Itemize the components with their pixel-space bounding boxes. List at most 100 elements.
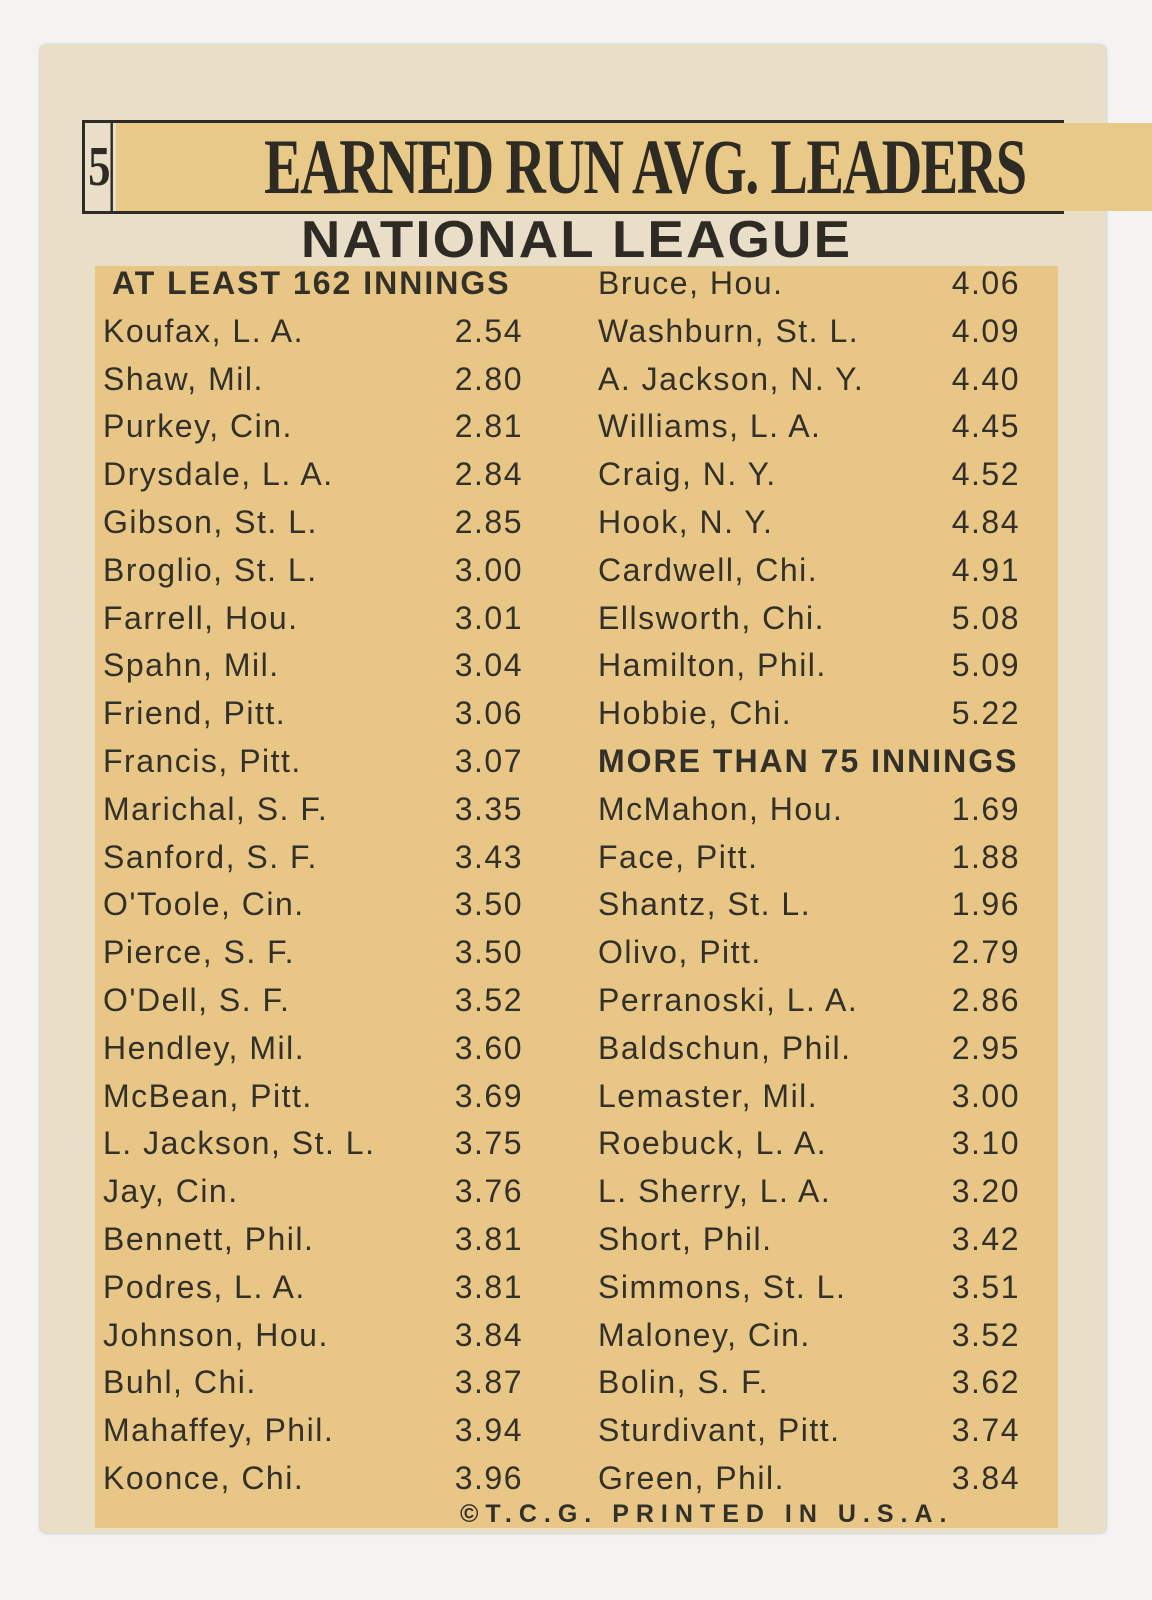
era-value: 2.79 xyxy=(951,934,1020,971)
era-value: 3.96 xyxy=(454,1460,523,1496)
pitcher-name: Koonce, Chi. xyxy=(103,1460,305,1496)
era-value: 3.60 xyxy=(454,1029,523,1066)
pitcher-name: Shaw, Mil. xyxy=(103,360,264,397)
league-heading: NATIONAL LEAGUE xyxy=(300,211,852,269)
era-value: 4.06 xyxy=(951,265,1020,301)
era-value: 3.52 xyxy=(454,982,523,1018)
pitcher-name: Johnson, Hou. xyxy=(103,1316,329,1353)
pitcher-name: Olivo, Pitt. xyxy=(598,934,762,971)
pitcher-name: Simmons, St. L. xyxy=(598,1268,847,1305)
pitcher-name: Farrell, Hou. xyxy=(103,599,299,636)
era-value: 3.52 xyxy=(951,1316,1020,1353)
pitcher-name: Francis, Pitt. xyxy=(103,743,302,779)
pitcher-name: Buhl, Chi. xyxy=(103,1364,257,1401)
pitcher-name: Purkey, Cin. xyxy=(103,408,293,445)
era-value: 4.91 xyxy=(951,551,1020,588)
era-value: 3.04 xyxy=(454,647,523,684)
pitcher-name: Spahn, Mil. xyxy=(103,647,280,684)
pitcher-name: Shantz, St. L. xyxy=(598,886,812,923)
pitcher-name: Bennett, Phil. xyxy=(103,1221,315,1257)
era-value: 4.40 xyxy=(951,360,1020,397)
era-value: 3.20 xyxy=(951,1173,1020,1210)
copyright-footer: ©T.C.G. PRINTED IN U.S.A. xyxy=(460,1500,954,1528)
era-value: 3.50 xyxy=(454,934,523,971)
era-value: 2.95 xyxy=(951,1029,1020,1066)
stats-panel xyxy=(95,266,1058,1528)
pitcher-name: Maloney, Cin. xyxy=(598,1316,811,1353)
pitcher-name: Podres, L. A. xyxy=(103,1268,306,1305)
pitcher-name: Craig, N. Y. xyxy=(598,456,777,493)
era-value: 4.84 xyxy=(951,504,1020,540)
pitcher-name: McMahon, Hou. xyxy=(598,790,844,827)
pitcher-name: Baldschun, Phil. xyxy=(598,1029,852,1066)
era-value: 3.35 xyxy=(454,790,523,827)
card-title: EARNED RUN AVG. LEADERS xyxy=(264,123,1027,210)
era-value: 2.54 xyxy=(454,312,523,349)
pitcher-name: Roebuck, L. A. xyxy=(598,1125,828,1162)
era-value: 3.62 xyxy=(951,1364,1020,1401)
pitcher-name: Pierce, S. F. xyxy=(103,934,295,971)
era-value: 1.69 xyxy=(951,790,1020,827)
era-value: 4.45 xyxy=(951,408,1020,445)
era-value: 3.42 xyxy=(951,1221,1020,1257)
pitcher-name: Cardwell, Chi. xyxy=(598,551,819,588)
era-value: 3.84 xyxy=(951,1460,1020,1496)
era-value: 3.00 xyxy=(454,551,523,588)
pitcher-name: A. Jackson, N. Y. xyxy=(598,360,865,397)
era-value: 3.84 xyxy=(454,1316,523,1353)
pitcher-name: Hook, N. Y. xyxy=(598,504,774,540)
era-value: 1.88 xyxy=(951,838,1020,875)
pitcher-name: Hendley, Mil. xyxy=(103,1029,306,1066)
pitcher-name: Face, Pitt. xyxy=(598,838,759,875)
pitcher-name: L. Sherry, L. A. xyxy=(598,1173,832,1210)
era-value: 3.74 xyxy=(951,1412,1020,1449)
pitcher-name: Sanford, S. F. xyxy=(103,838,318,875)
era-value: 3.06 xyxy=(454,695,523,732)
era-value: 5.09 xyxy=(951,647,1020,684)
section-header-75-innings: MORE THAN 75 INNINGS xyxy=(598,743,1019,779)
era-value: 4.52 xyxy=(951,456,1020,493)
pitcher-name: Washburn, St. L. xyxy=(598,312,860,349)
pitcher-name: Bruce, Hou. xyxy=(598,265,784,301)
era-value: 2.80 xyxy=(454,360,523,397)
era-value: 3.94 xyxy=(454,1412,523,1449)
era-value: 3.87 xyxy=(454,1364,523,1401)
era-value: 1.96 xyxy=(951,886,1020,923)
card-number: 5 xyxy=(88,123,113,211)
era-value: 3.51 xyxy=(951,1268,1020,1305)
era-value: 3.76 xyxy=(454,1173,523,1210)
title-box: 5 EARNED RUN AVG. LEADERS xyxy=(82,120,1152,214)
pitcher-name: Short, Phil. xyxy=(598,1221,773,1257)
era-value: 3.75 xyxy=(454,1125,523,1162)
pitcher-name: Koufax, L. A. xyxy=(103,312,304,349)
pitcher-name: Green, Phil. xyxy=(598,1460,785,1496)
era-value: 3.50 xyxy=(454,886,523,923)
era-value: 3.10 xyxy=(951,1125,1020,1162)
pitcher-name: Drysdale, L. A. xyxy=(103,456,334,493)
pitcher-name: Gibson, St. L. xyxy=(103,504,318,540)
era-value: 3.69 xyxy=(454,1077,523,1114)
pitcher-name: Perranoski, L. A. xyxy=(598,982,859,1018)
era-value: 2.81 xyxy=(454,408,523,445)
era-value: 2.85 xyxy=(454,504,523,540)
pitcher-name: Hamilton, Phil. xyxy=(598,647,827,684)
era-value: 5.22 xyxy=(951,695,1020,732)
pitcher-name: Broglio, St. L. xyxy=(103,551,318,588)
pitcher-name: Marichal, S. F. xyxy=(103,790,329,827)
pitcher-name: Mahaffey, Phil. xyxy=(103,1412,335,1449)
pitcher-name: Williams, L. A. xyxy=(598,408,822,445)
pitcher-name: Sturdivant, Pitt. xyxy=(598,1412,841,1449)
pitcher-name: Bolin, S. F. xyxy=(598,1364,769,1401)
pitcher-name: Jay, Cin. xyxy=(103,1173,239,1210)
era-value: 3.07 xyxy=(454,743,523,779)
era-value: 5.08 xyxy=(951,599,1020,636)
era-value: 2.86 xyxy=(951,982,1020,1018)
era-value: 3.01 xyxy=(454,599,523,636)
era-value: 2.84 xyxy=(454,456,523,493)
pitcher-name: O'Dell, S. F. xyxy=(103,982,291,1018)
pitcher-name: McBean, Pitt. xyxy=(103,1077,313,1114)
pitcher-name: O'Toole, Cin. xyxy=(103,886,305,923)
pitcher-name: Hobbie, Chi. xyxy=(598,695,793,732)
era-value: 3.43 xyxy=(454,838,523,875)
pitcher-name: Ellsworth, Chi. xyxy=(598,599,825,636)
